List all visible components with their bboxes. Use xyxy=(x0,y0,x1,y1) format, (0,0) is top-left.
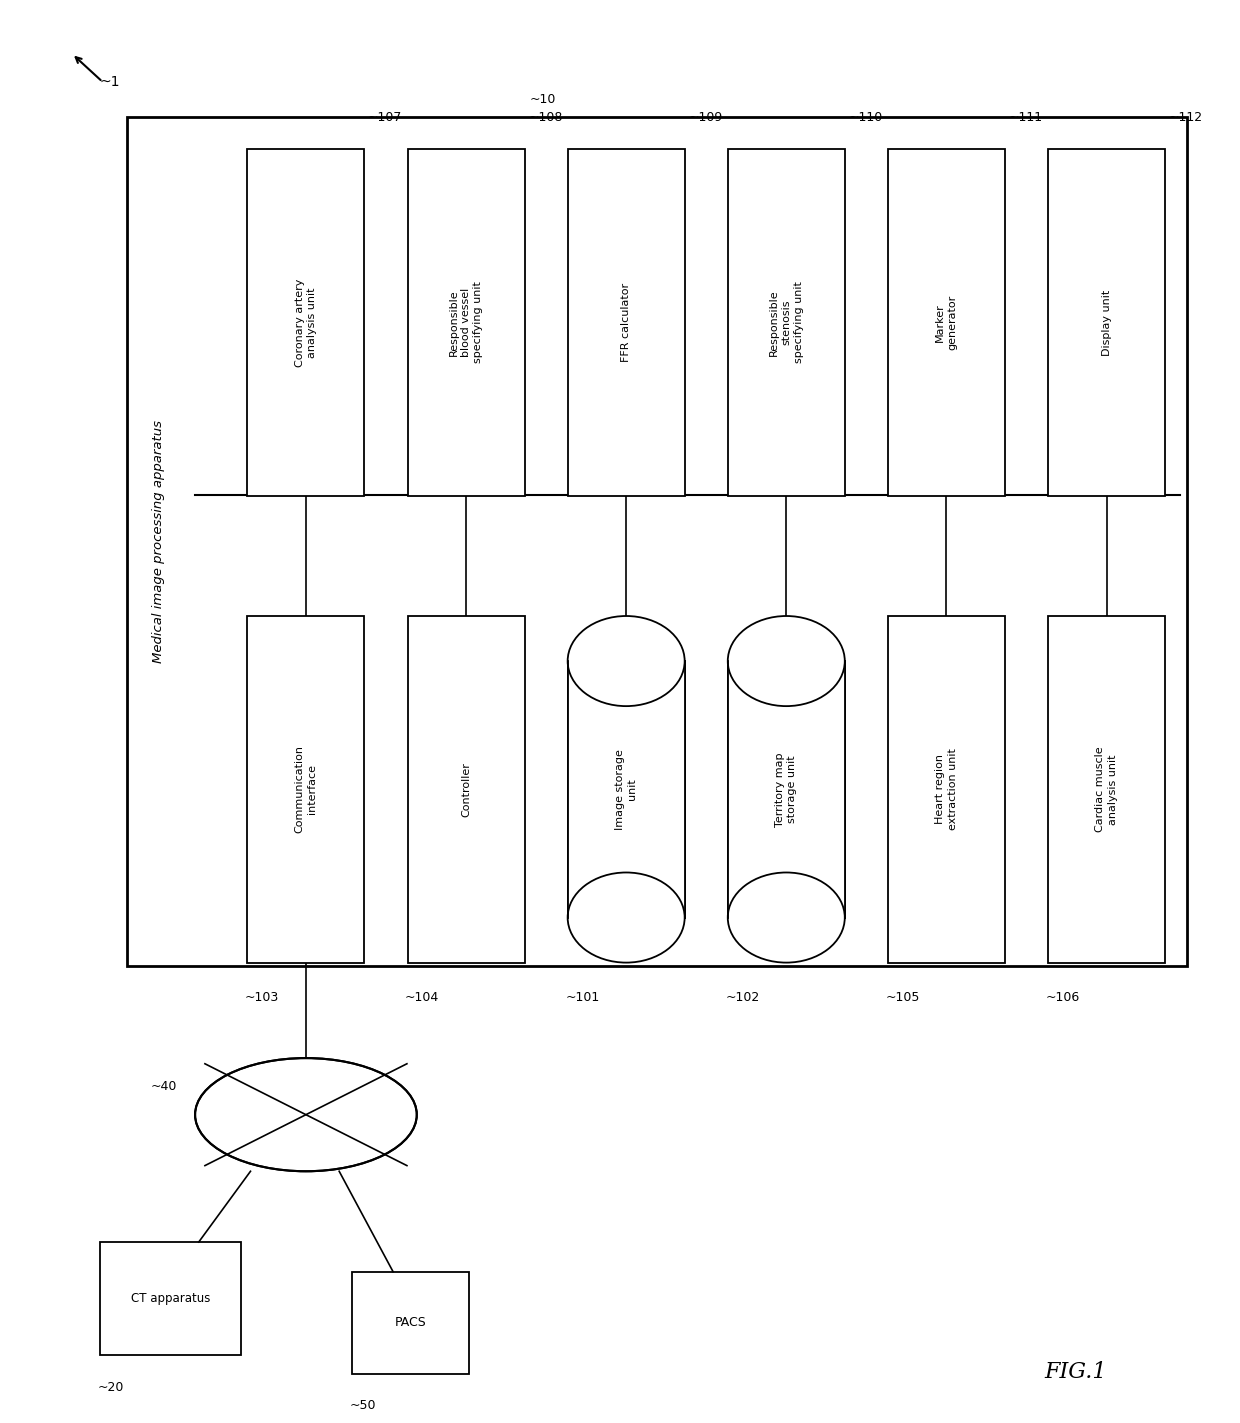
Text: ~108: ~108 xyxy=(528,111,563,124)
Text: ~105: ~105 xyxy=(885,990,920,1003)
Text: ~111: ~111 xyxy=(1008,111,1043,124)
Bar xyxy=(128,117,1187,966)
Text: FFR calculator: FFR calculator xyxy=(621,283,631,361)
Ellipse shape xyxy=(728,872,844,962)
Text: ~106: ~106 xyxy=(1045,990,1080,1003)
Text: ~10: ~10 xyxy=(529,92,557,107)
Text: Medical image processing apparatus: Medical image processing apparatus xyxy=(151,420,165,663)
Text: ~103: ~103 xyxy=(246,990,279,1003)
Text: Communication
interface: Communication interface xyxy=(295,746,317,834)
Bar xyxy=(888,149,1004,495)
Text: ~104: ~104 xyxy=(405,990,439,1003)
Text: Responsible
stenosis
specifying unit: Responsible stenosis specifying unit xyxy=(769,282,804,363)
Text: ~109: ~109 xyxy=(688,111,723,124)
Text: Controller: Controller xyxy=(461,761,471,817)
Ellipse shape xyxy=(568,872,684,962)
Text: ~20: ~20 xyxy=(97,1380,124,1393)
Bar xyxy=(568,662,684,918)
Bar xyxy=(352,1272,469,1373)
Text: Display unit: Display unit xyxy=(1101,289,1111,356)
Bar xyxy=(568,149,684,495)
Bar xyxy=(1048,149,1166,495)
Bar xyxy=(248,149,365,495)
Text: ~101: ~101 xyxy=(565,990,599,1003)
Bar xyxy=(728,662,844,918)
Text: PACS: PACS xyxy=(394,1316,427,1329)
Bar xyxy=(408,616,525,962)
Text: Territory map
storage unit: Territory map storage unit xyxy=(775,753,797,827)
Text: ~110: ~110 xyxy=(848,111,883,124)
Text: ~112: ~112 xyxy=(1169,111,1203,124)
Text: ~102: ~102 xyxy=(725,990,760,1003)
Bar xyxy=(1048,616,1166,962)
Text: CT apparatus: CT apparatus xyxy=(130,1292,210,1305)
Text: Heart region
extraction unit: Heart region extraction unit xyxy=(935,748,957,830)
Text: Marker
generator: Marker generator xyxy=(935,295,957,350)
Bar xyxy=(408,149,525,495)
Ellipse shape xyxy=(728,616,844,706)
Bar xyxy=(728,149,844,495)
Text: ~40: ~40 xyxy=(150,1080,176,1093)
Text: Coronary artery
analysis unit: Coronary artery analysis unit xyxy=(295,279,317,367)
Bar xyxy=(248,616,365,962)
Text: ~50: ~50 xyxy=(350,1399,376,1412)
Ellipse shape xyxy=(195,1059,417,1171)
Text: ~1: ~1 xyxy=(99,75,119,88)
Bar xyxy=(888,616,1004,962)
Ellipse shape xyxy=(568,616,684,706)
Bar xyxy=(99,1242,242,1355)
Text: Image storage
unit: Image storage unit xyxy=(615,748,637,830)
Text: Responsible
blood vessel
specifying unit: Responsible blood vessel specifying unit xyxy=(449,282,484,363)
Text: FIG.1: FIG.1 xyxy=(1044,1362,1107,1383)
Text: ~107: ~107 xyxy=(368,111,403,124)
Text: Cardiac muscle
analysis unit: Cardiac muscle analysis unit xyxy=(1095,747,1117,832)
